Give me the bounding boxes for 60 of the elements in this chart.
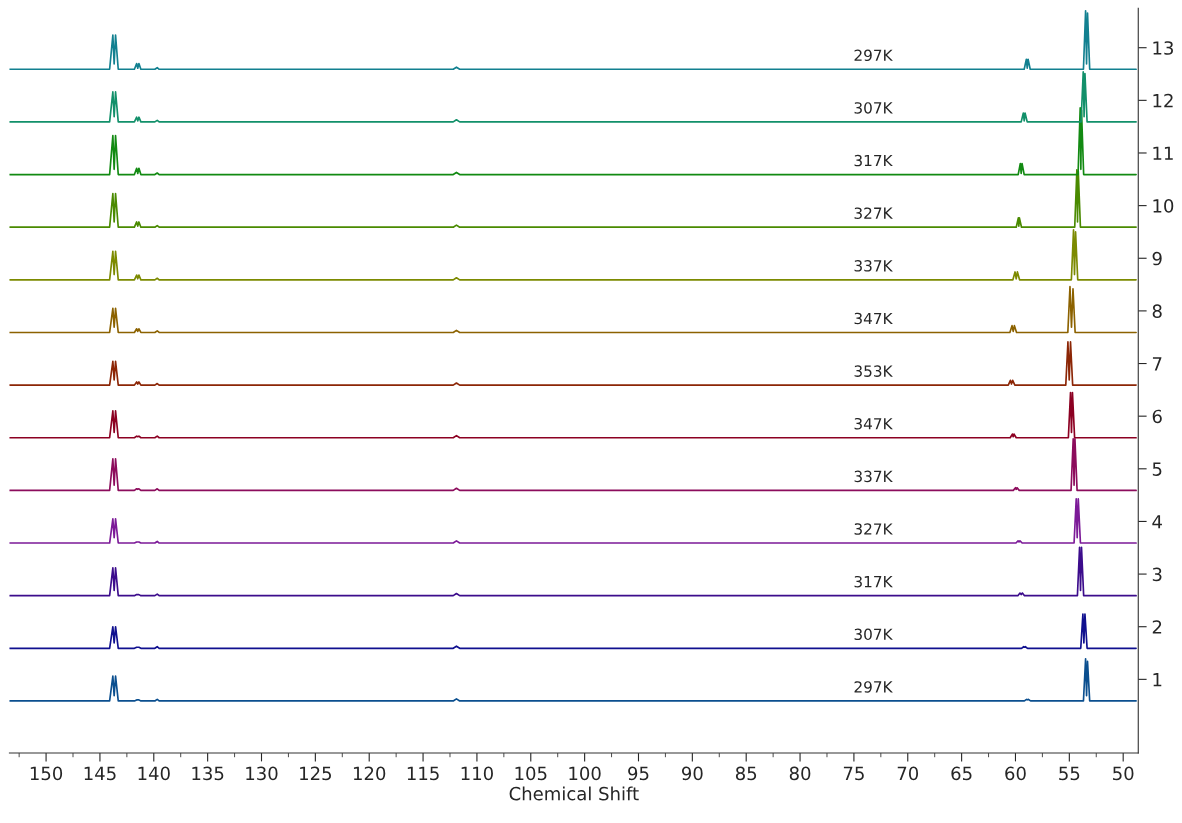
series-label: 307K <box>854 628 893 641</box>
series-label: 347K <box>854 417 893 430</box>
x-tick-label: 70 <box>897 766 919 781</box>
x-tick-label: 60 <box>1005 766 1026 781</box>
line-series <box>9 168 1137 229</box>
line-series <box>9 497 1137 544</box>
x-tick-label: 140 <box>138 766 170 781</box>
line-series <box>9 341 1137 386</box>
x-tick-label: 65 <box>951 766 972 781</box>
y-tick-label: 6 <box>1152 409 1162 424</box>
y-tick-label: 8 <box>1152 304 1162 319</box>
line-series <box>9 546 1137 597</box>
line-series <box>9 71 1137 123</box>
x-tick-label: 80 <box>789 766 811 781</box>
line-series <box>9 228 1137 281</box>
x-tick-label: 105 <box>515 766 547 781</box>
x-tick-label: 135 <box>192 766 224 781</box>
x-axis-title: Chemical Shift <box>509 786 639 801</box>
series-label: 327K <box>854 207 893 219</box>
series-label: 327K <box>854 523 893 535</box>
series-label: 353K <box>854 365 893 377</box>
x-tick-label: 75 <box>843 766 864 781</box>
x-tick-label: 115 <box>407 766 439 781</box>
series-label: 337K <box>854 260 893 272</box>
line-series <box>9 285 1137 334</box>
series-label: 297K <box>854 681 893 693</box>
line-series <box>9 613 1137 650</box>
y-tick-label: 5 <box>1152 462 1162 476</box>
series-label: 297K <box>854 49 893 62</box>
line-series <box>9 657 1137 702</box>
y-tick-label: 13 <box>1153 41 1173 55</box>
y-tick-label: 7 <box>1152 357 1162 371</box>
y-tick-label: 10 <box>1153 199 1174 213</box>
x-tick-label: 85 <box>735 766 757 781</box>
y-tick-label: 1 <box>1153 673 1162 687</box>
x-tick-label: 55 <box>1059 766 1080 781</box>
x-tick-label: 120 <box>353 766 386 781</box>
series-label: 317K <box>854 154 893 167</box>
y-tick-label: 12 <box>1153 93 1173 108</box>
series-label: 337K <box>854 470 893 483</box>
y-tick-label: 2 <box>1152 620 1162 634</box>
x-tick-label: 90 <box>681 766 703 781</box>
series-label: 317K <box>854 575 893 588</box>
series-label: 307K <box>854 102 893 114</box>
x-tick-label: 125 <box>300 766 332 781</box>
y-tick-label: 9 <box>1152 251 1162 266</box>
y-tick-label: 4 <box>1152 515 1162 529</box>
y-tick-label: 3 <box>1152 567 1162 582</box>
line-series <box>9 10 1137 71</box>
x-tick-label: 145 <box>84 766 116 781</box>
y-tick-label: 11 <box>1153 146 1173 160</box>
x-tick-label: 110 <box>461 766 493 781</box>
series-label: 347K <box>854 312 893 325</box>
x-tick-label: 50 <box>1113 766 1134 781</box>
x-tick-label: 130 <box>246 766 278 781</box>
line-series <box>9 437 1137 492</box>
x-tick-label: 100 <box>569 766 601 781</box>
x-tick-label: 95 <box>628 766 649 781</box>
x-tick-label: 150 <box>30 766 63 781</box>
line-series <box>9 391 1137 439</box>
